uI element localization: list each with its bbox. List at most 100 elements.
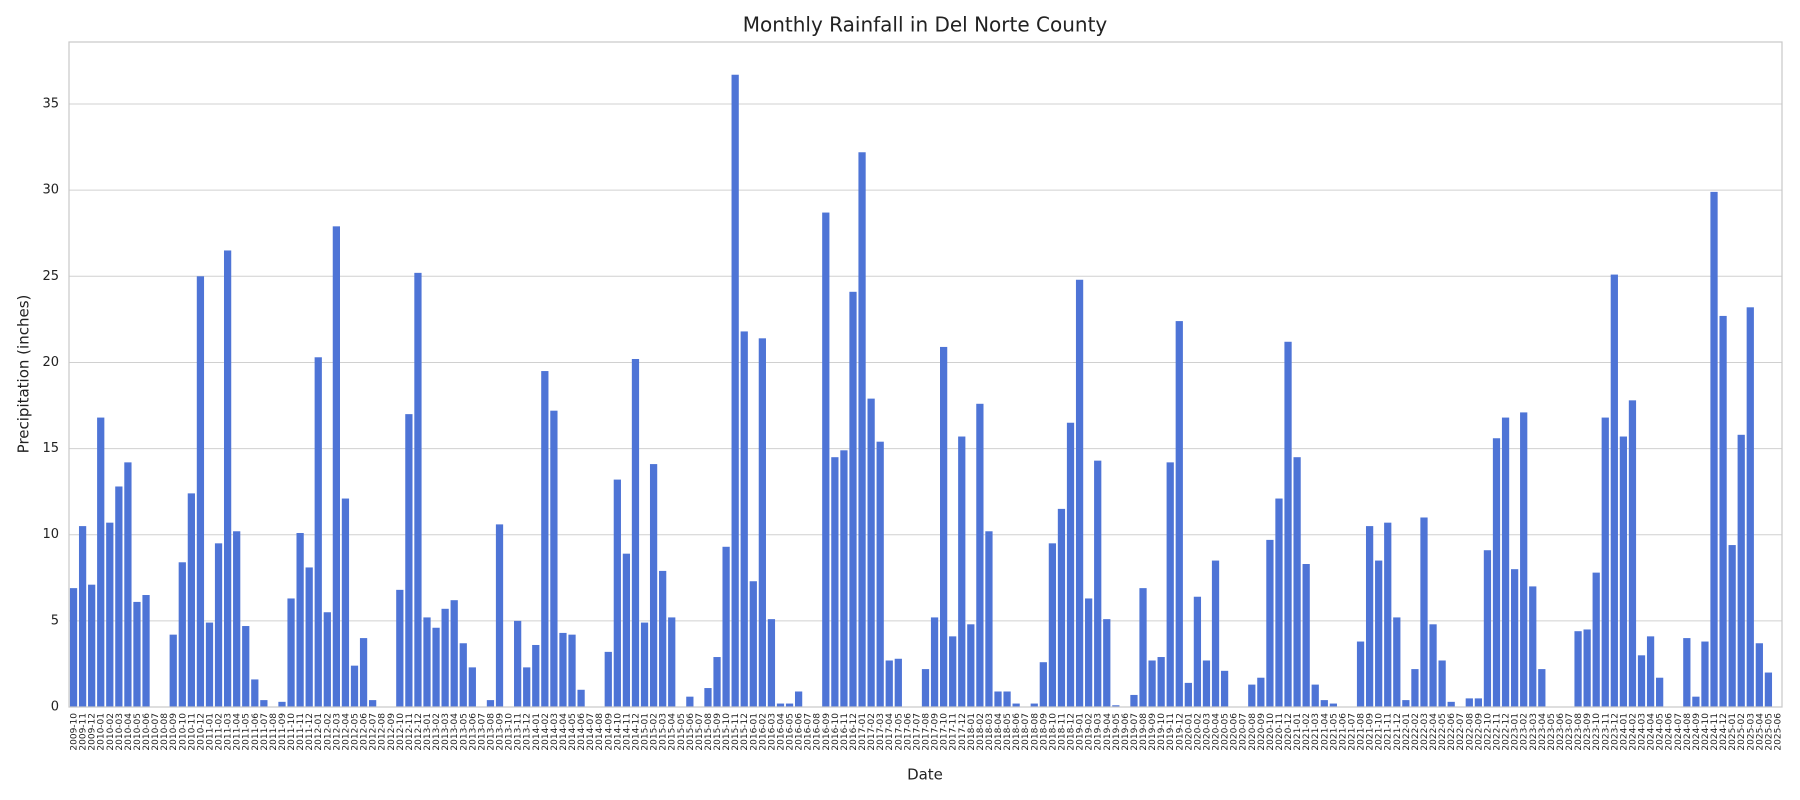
bar [1656, 677, 1664, 707]
x-tick-label: 2021-04 [1320, 713, 1330, 751]
x-tick-label: 2011-11 [296, 713, 306, 751]
x-tick-label: 2014-04 [559, 713, 569, 751]
bar [604, 651, 612, 707]
bar [196, 276, 205, 707]
x-tick-label: 2013-01 [423, 713, 433, 751]
x-tick-label: 2009-11 [79, 713, 89, 751]
x-tick-label: 2013-03 [441, 713, 451, 751]
x-tick-label: 2012-10 [396, 713, 406, 751]
bar [622, 553, 631, 707]
bar [1039, 662, 1047, 707]
bar [78, 526, 87, 707]
x-tick-label: 2013-04 [450, 713, 460, 751]
x-tick-label: 2012-11 [405, 713, 415, 751]
x-tick-label: 2023-05 [1547, 713, 1557, 751]
x-tick-label: 2022-10 [1483, 713, 1493, 751]
x-tick-label: 2014-03 [550, 713, 560, 751]
bar [776, 703, 785, 707]
bar [88, 584, 96, 707]
bar [532, 644, 540, 707]
x-tick-label: 2020-09 [1257, 713, 1267, 751]
bar [1692, 696, 1700, 707]
bar [1220, 670, 1229, 707]
x-tick-label: 2011-05 [242, 713, 252, 751]
x-tick-label: 2020-08 [1248, 713, 1258, 751]
bar [568, 634, 576, 707]
x-tick-label: 2015-02 [650, 713, 660, 751]
x-tick-label: 2016-08 [813, 713, 823, 751]
x-tick-label: 2017-05 [894, 713, 904, 751]
bar [1329, 703, 1337, 707]
bar [1701, 641, 1709, 707]
bar [1030, 703, 1038, 707]
bar [1520, 412, 1528, 707]
bar [1393, 617, 1401, 707]
x-tick-label: 2014-02 [541, 713, 551, 751]
x-tick-label: 2012-04 [341, 713, 351, 751]
x-tick-label: 2016-01 [749, 713, 759, 751]
bar [949, 636, 957, 707]
bar [1175, 321, 1183, 707]
bar [1764, 672, 1773, 707]
x-tick-label: 2021-09 [1366, 713, 1376, 751]
bar [142, 595, 150, 707]
x-tick-label: 2012-03 [332, 713, 342, 751]
bar [1474, 698, 1482, 707]
x-tick-label: 2012-12 [414, 713, 424, 751]
x-tick-label: 2011-10 [287, 713, 297, 751]
bar [1492, 438, 1501, 707]
x-tick-label: 2023-01 [1511, 713, 1521, 751]
bar [849, 291, 857, 707]
x-tick-label: 2010-08 [160, 713, 170, 751]
x-tick-label: 2023-02 [1520, 713, 1530, 751]
bar [233, 531, 241, 707]
bar [794, 691, 803, 707]
bar [1211, 560, 1220, 707]
x-tick-label: 2025-06 [1773, 713, 1783, 751]
x-tick-label: 2019-06 [1121, 713, 1131, 751]
x-tick-label: 2016-12 [849, 713, 859, 751]
bar [287, 598, 295, 707]
x-tick-label: 2012-09 [387, 713, 397, 751]
x-tick-label: 2011-02 [215, 713, 225, 751]
bar [1275, 498, 1283, 707]
x-tick-label: 2015-01 [641, 713, 651, 751]
bar [722, 546, 730, 707]
bar [1511, 569, 1519, 707]
bar [1248, 684, 1256, 707]
x-tick-label: 2010-03 [115, 713, 125, 751]
bar [115, 486, 123, 707]
x-tick-label: 2011-01 [205, 713, 215, 751]
x-tick-label: 2022-01 [1402, 713, 1412, 751]
x-tick-label: 2017-11 [949, 713, 959, 751]
x-tick-label: 2021-08 [1357, 713, 1367, 751]
bar [930, 617, 939, 707]
bar [1293, 457, 1301, 707]
x-tick-label: 2010-10 [178, 713, 188, 751]
x-tick-label: 2020-06 [1230, 713, 1240, 751]
bar [767, 619, 776, 707]
bar [822, 212, 830, 707]
bar [921, 669, 930, 707]
x-tick-label: 2018-01 [967, 713, 977, 751]
x-tick-label: 2013-02 [432, 713, 442, 751]
bar [967, 624, 975, 707]
x-tick-label: 2010-01 [97, 713, 107, 751]
bar [713, 657, 721, 707]
x-tick-label: 2019-03 [1094, 713, 1104, 751]
bar [1085, 598, 1093, 707]
bar [1284, 341, 1292, 707]
x-tick-label: 2016-09 [822, 713, 832, 751]
x-tick-label: 2016-04 [776, 713, 786, 751]
x-tick-label: 2014-07 [586, 713, 596, 751]
bar [1365, 526, 1374, 707]
x-tick-label: 2020-02 [1193, 713, 1203, 751]
x-tick-label: 2012-01 [314, 713, 324, 751]
x-tick-label: 2023-10 [1592, 713, 1602, 751]
x-axis-label: Date [907, 766, 943, 784]
x-tick-label: 2021-03 [1311, 713, 1321, 751]
y-tick-label: 35 [42, 97, 59, 112]
bar [1402, 700, 1410, 707]
x-tick-label: 2014-09 [604, 713, 614, 751]
bar [1012, 703, 1020, 707]
